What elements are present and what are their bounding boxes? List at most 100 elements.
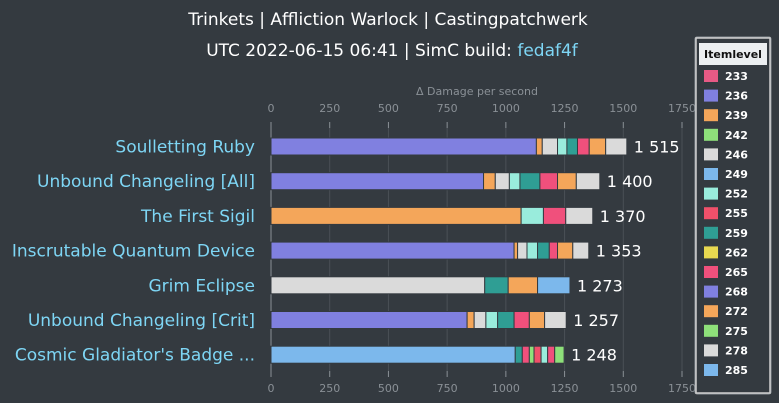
legend-label: 275 bbox=[725, 325, 748, 338]
legend-item[interactable]: 262 bbox=[704, 246, 748, 259]
legend-item[interactable]: 275 bbox=[704, 324, 748, 338]
legend-swatch-236 bbox=[704, 89, 718, 102]
bar-segment-246[interactable]: 246: 50 bbox=[473, 311, 487, 329]
tick-label-top-1000: 1000 bbox=[492, 102, 520, 115]
legend-title-box bbox=[699, 43, 767, 65]
legend-label: 272 bbox=[725, 305, 748, 318]
bar-segment-265[interactable]: 265: 75 bbox=[539, 172, 559, 191]
bar-segment-278[interactable]: 278: 90 bbox=[605, 137, 628, 156]
category-label[interactable]: The First Sigil bbox=[140, 207, 255, 227]
category-label[interactable]: Soulletting Ruby bbox=[115, 138, 255, 158]
legend-label: 262 bbox=[725, 246, 748, 259]
bar-segment-239[interactable]: 239: 30 bbox=[466, 311, 475, 329]
bar-segment-278[interactable]: 278: 115 bbox=[565, 206, 594, 225]
bar-segment-236[interactable]: 236: 835 bbox=[270, 311, 468, 329]
bar-segment-275[interactable]: 275: 40 bbox=[554, 345, 565, 364]
legend-item[interactable]: 265 bbox=[704, 266, 748, 279]
legend-swatch-272 bbox=[704, 305, 718, 318]
bar-segment-255[interactable]: 255: 30 bbox=[533, 345, 542, 364]
tick-label-top-250: 250 bbox=[319, 102, 340, 115]
bar-segment-272[interactable]: 272: 125 bbox=[507, 276, 539, 295]
legend-item[interactable]: 285 bbox=[704, 364, 748, 377]
bar-segment-249[interactable]: 249: 1040 bbox=[270, 345, 516, 364]
legend-item[interactable]: 242 bbox=[704, 128, 748, 142]
legend-item[interactable]: 252 bbox=[704, 187, 748, 201]
category-label[interactable]: Unbound Changeling [All] bbox=[37, 172, 255, 192]
bar-segment-259[interactable]: 259: 30 bbox=[514, 345, 523, 364]
chart-subtitle: UTC 2022-06-15 06:41 | SimC build: fedaf… bbox=[206, 41, 579, 61]
bar-segment-272[interactable]: 272: 80 bbox=[557, 172, 577, 191]
legend-item[interactable]: 236 bbox=[704, 89, 748, 103]
bar-segment-272[interactable]: 272: 65 bbox=[528, 311, 546, 329]
bar-segment-259[interactable]: 259: 70 bbox=[497, 311, 515, 329]
bar-segment-252[interactable]: 252: 40 bbox=[557, 137, 568, 156]
bar-segment-252[interactable]: 252: 28 bbox=[540, 345, 549, 364]
legend-swatch-262 bbox=[704, 246, 718, 259]
bar-segment-285[interactable]: 285: 138 bbox=[537, 276, 571, 295]
bar-series: Soulletting Ruby236: 1130239: 25246: 652… bbox=[12, 137, 680, 366]
legend-item[interactable]: 268 bbox=[704, 285, 748, 299]
bar-segment-278[interactable]: 278: 100 bbox=[575, 172, 601, 191]
legend-label: 239 bbox=[725, 109, 748, 122]
bar-segment-259[interactable]: 259: 45 bbox=[566, 137, 578, 156]
bar-segment-265[interactable]: 265: 50 bbox=[576, 137, 590, 156]
simc-build-link[interactable]: fedaf4f bbox=[517, 41, 578, 61]
legend-swatch-239 bbox=[704, 109, 718, 122]
legend-label: 246 bbox=[725, 148, 748, 161]
legend-item[interactable]: 259 bbox=[704, 226, 748, 240]
bar-segment-246[interactable]: 246: 60 bbox=[494, 172, 510, 191]
bar-segment-239[interactable]: 239: 1065 bbox=[270, 206, 522, 225]
bar-segment-259[interactable]: 259: 100 bbox=[484, 276, 509, 295]
bar-row: The First Sigil 239: 1065252: 95265: 9527… bbox=[140, 206, 646, 227]
legend-item[interactable]: 246 bbox=[704, 148, 748, 161]
bar-segment-265[interactable]: 265: 65 bbox=[513, 311, 530, 329]
bar-segment-272[interactable]: 272: 70 bbox=[588, 137, 607, 156]
bar-segment-278[interactable]: 278: 68 bbox=[572, 241, 590, 260]
legend-item[interactable]: 239 bbox=[704, 109, 748, 122]
legend-item[interactable]: 255 bbox=[704, 207, 748, 220]
bar-segment-252[interactable]: 252: 45 bbox=[526, 241, 539, 260]
bar-row: Unbound Changeling [All]236: 905239: 502… bbox=[37, 172, 653, 192]
bar-segment-252[interactable]: 252: 50 bbox=[485, 311, 499, 329]
bar-segment-265[interactable]: 265: 95 bbox=[542, 206, 567, 225]
bar-segment-278[interactable]: 278: 92 bbox=[544, 311, 567, 329]
bar-segment-259[interactable]: 259: 50 bbox=[537, 241, 550, 260]
legend-swatch-242 bbox=[704, 128, 718, 141]
bar-segment-265[interactable]: 265: 30 bbox=[521, 345, 530, 364]
bar-segment-265[interactable]: 265: 30 bbox=[547, 345, 556, 364]
bar-segment-252[interactable]: 252: 45 bbox=[508, 172, 521, 191]
bar-segment-246[interactable]: 246: 65 bbox=[541, 137, 559, 156]
bar-segment-236[interactable]: 236: 1130 bbox=[270, 137, 537, 156]
legend-label: 233 bbox=[725, 70, 748, 83]
legend-item[interactable]: 233 bbox=[704, 70, 748, 83]
legend-item[interactable]: 272 bbox=[704, 305, 748, 318]
tick-label-bottom-1500: 1500 bbox=[609, 382, 637, 395]
bar-segment-239[interactable]: 239: 15 bbox=[513, 241, 519, 260]
category-label[interactable]: Grim Eclipse bbox=[149, 276, 256, 296]
bar-segment-252[interactable]: 252: 95 bbox=[520, 206, 544, 225]
legend-swatch-285 bbox=[704, 364, 718, 376]
bar-segment-259[interactable]: 259: 85 bbox=[519, 172, 541, 191]
bar-segment-246[interactable]: 246: 910 bbox=[270, 276, 486, 295]
bar-segment-272[interactable]: 272: 65 bbox=[557, 241, 574, 260]
tick-label-top-500: 500 bbox=[378, 102, 399, 115]
legend-item[interactable]: 278 bbox=[704, 344, 748, 357]
bar-total-label: 1 515 bbox=[634, 138, 680, 157]
legend-item[interactable]: 249 bbox=[704, 168, 748, 181]
bar-segment-265[interactable]: 265: 35 bbox=[548, 241, 559, 260]
bar-segment-239[interactable]: 239: 50 bbox=[483, 172, 496, 191]
category-label[interactable]: Cosmic Gladiator's Badge ... bbox=[15, 346, 255, 366]
category-label[interactable]: Unbound Changeling [Crit] bbox=[28, 311, 255, 331]
bar-segment-236[interactable]: 236: 905 bbox=[270, 172, 485, 191]
category-label[interactable]: Inscrutable Quantum Device bbox=[12, 242, 255, 262]
tick-label-top-1750: 1750 bbox=[668, 102, 696, 115]
bar-segment-275[interactable]: 275: 20 bbox=[528, 345, 535, 364]
tick-label-top-1500: 1500 bbox=[609, 102, 637, 115]
bar-segment-239[interactable]: 239: 25 bbox=[535, 137, 543, 156]
bar-total-label: 1 257 bbox=[573, 311, 619, 330]
bar-segment-246[interactable]: 246: 40 bbox=[517, 241, 528, 260]
legend-frame bbox=[694, 36, 772, 395]
bar-segment-236[interactable]: 236: 1035 bbox=[270, 241, 515, 260]
legend-label: 265 bbox=[725, 266, 748, 279]
